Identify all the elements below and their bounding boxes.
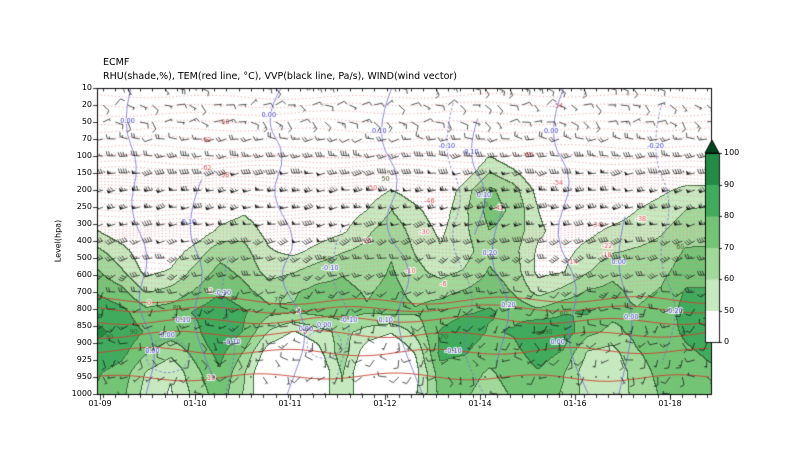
- x-tick-label: 01-12: [373, 399, 397, 408]
- y-tick-label: 400: [76, 236, 92, 245]
- y-tick-label: 70: [81, 134, 92, 143]
- colorbar-tick-label: 70: [724, 242, 735, 252]
- y-tick-label: 100: [76, 151, 92, 160]
- y-tick-label: 700: [76, 287, 92, 296]
- y-tick-label: 600: [76, 270, 92, 279]
- y-tick-label: 925: [76, 355, 92, 364]
- x-tick-label: 01-11: [278, 399, 302, 408]
- y-tick-label: 20: [81, 100, 92, 109]
- colorbar-tick-label: 0: [724, 337, 730, 346]
- y-tick-label: 500: [76, 253, 92, 262]
- x-tick-label: 01-16: [563, 399, 587, 408]
- x-tick-label: 01-10: [183, 399, 207, 408]
- x-tick-label: 01-18: [658, 399, 682, 408]
- y-tick-label: 900: [76, 338, 92, 347]
- chart-subtitle: RHU(shade,%), TEM(red line, °C), VVP(bla…: [103, 71, 457, 82]
- chart-title: ECMF: [103, 57, 130, 68]
- colorbar-tick-label: 90: [724, 179, 735, 189]
- y-tick-label: 10: [81, 83, 92, 92]
- x-tick-label: 01-14: [468, 399, 492, 408]
- colorbar-tick-label: 80: [724, 211, 735, 220]
- y-tick-label: 250: [76, 202, 92, 211]
- colorbar-tick-label: 100: [724, 148, 740, 157]
- y-tick-label: 800: [76, 304, 92, 313]
- y-tick-label: 1000: [71, 389, 92, 398]
- colorbar-tick-label: 50: [724, 305, 735, 315]
- y-tick-label: 300: [76, 219, 92, 228]
- y-tick-label: 200: [76, 185, 92, 194]
- y-tick-label: 50: [81, 117, 92, 126]
- y-tick-label: 850: [76, 321, 92, 330]
- colorbar-tick-label: 60: [724, 274, 735, 283]
- y-tick-label: 950: [76, 372, 92, 381]
- x-tick-label: 01-09: [88, 399, 112, 408]
- y-tick-label: 150: [76, 168, 92, 177]
